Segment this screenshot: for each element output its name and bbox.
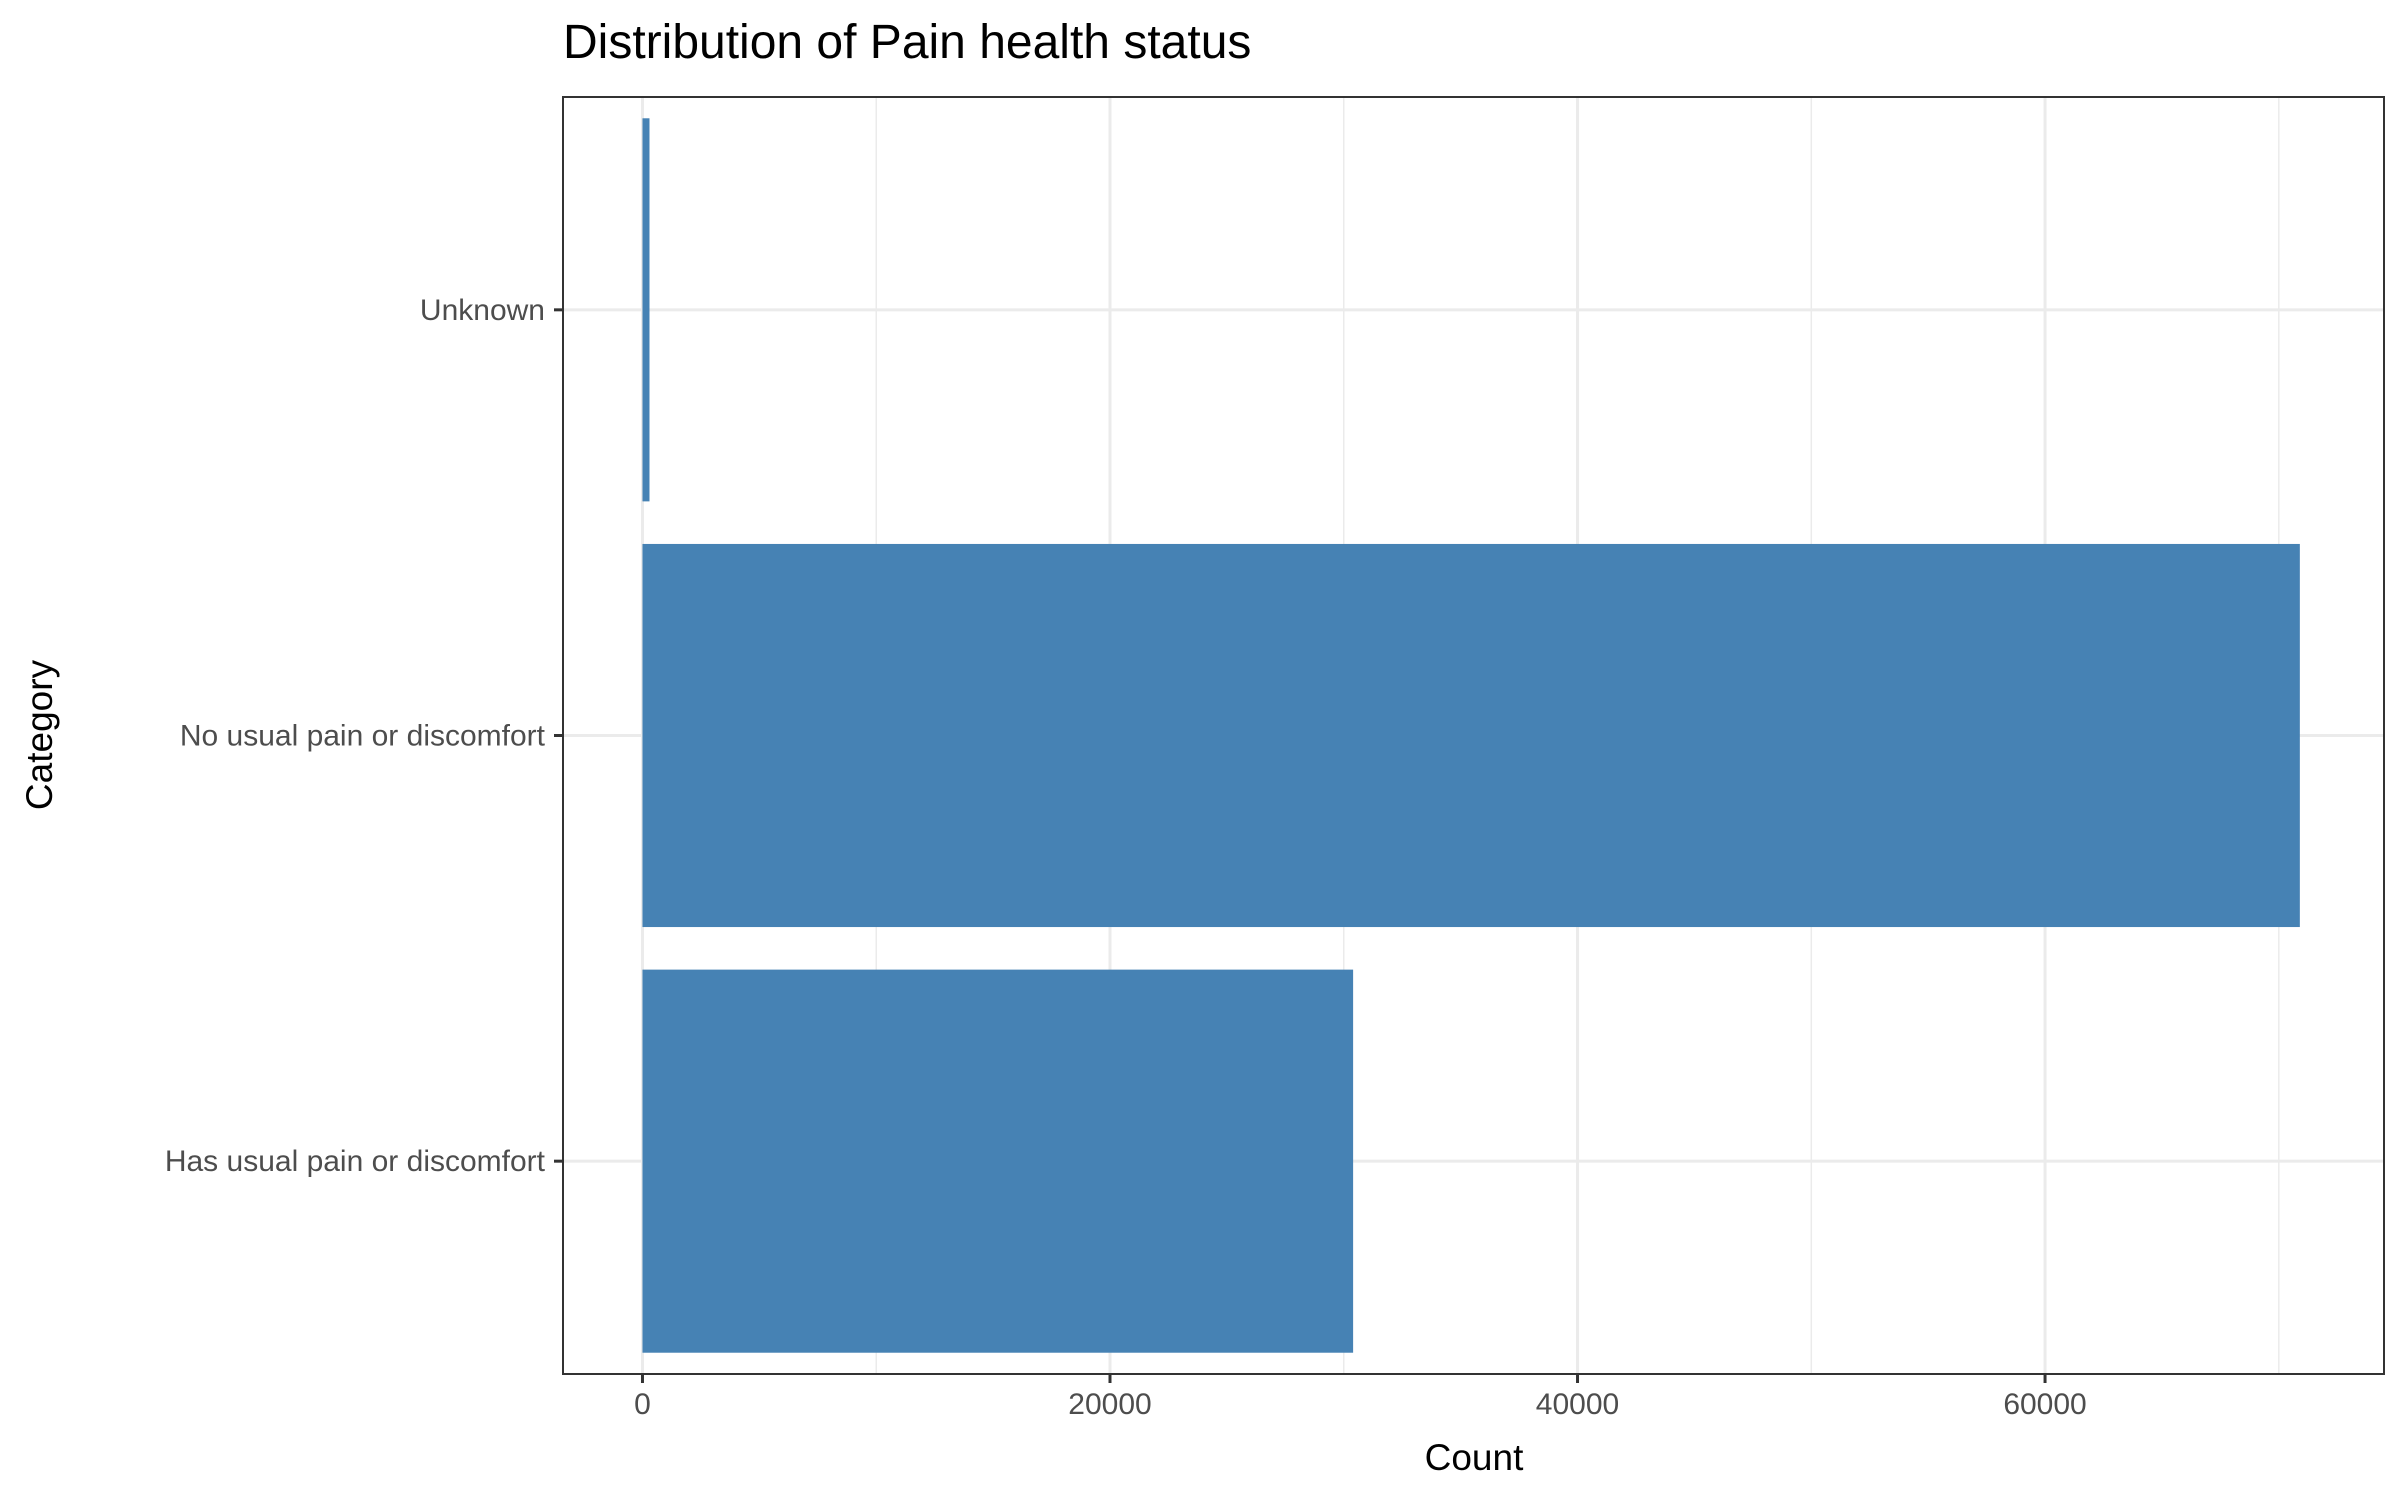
bar-no-usual-pain-or-discomfort xyxy=(642,543,2300,928)
y-axis: Has usual pain or discomfort No usual pai… xyxy=(165,294,563,1178)
y-axis-title: Category xyxy=(19,659,60,810)
y-tick-label: Unknown xyxy=(420,294,545,327)
chart-title: Distribution of Pain health status xyxy=(563,16,1251,69)
y-tick-label: Has usual pain or discomfort xyxy=(165,1145,546,1178)
y-tick-label: No usual pain or discomfort xyxy=(180,720,546,753)
bars xyxy=(642,118,2300,1353)
x-tick-label: 0 xyxy=(634,1388,651,1421)
x-tick-label: 20000 xyxy=(1068,1388,1151,1421)
x-axis: 0 20000 40000 60000 xyxy=(634,1374,2087,1421)
x-tick-label: 40000 xyxy=(1536,1388,1619,1421)
x-axis-title: Count xyxy=(1425,1437,1524,1478)
bar-has-usual-pain-or-discomfort xyxy=(642,969,1354,1353)
x-tick-label: 60000 xyxy=(2003,1388,2086,1421)
plot-panel xyxy=(562,96,2385,1375)
bar-unknown xyxy=(642,118,650,502)
